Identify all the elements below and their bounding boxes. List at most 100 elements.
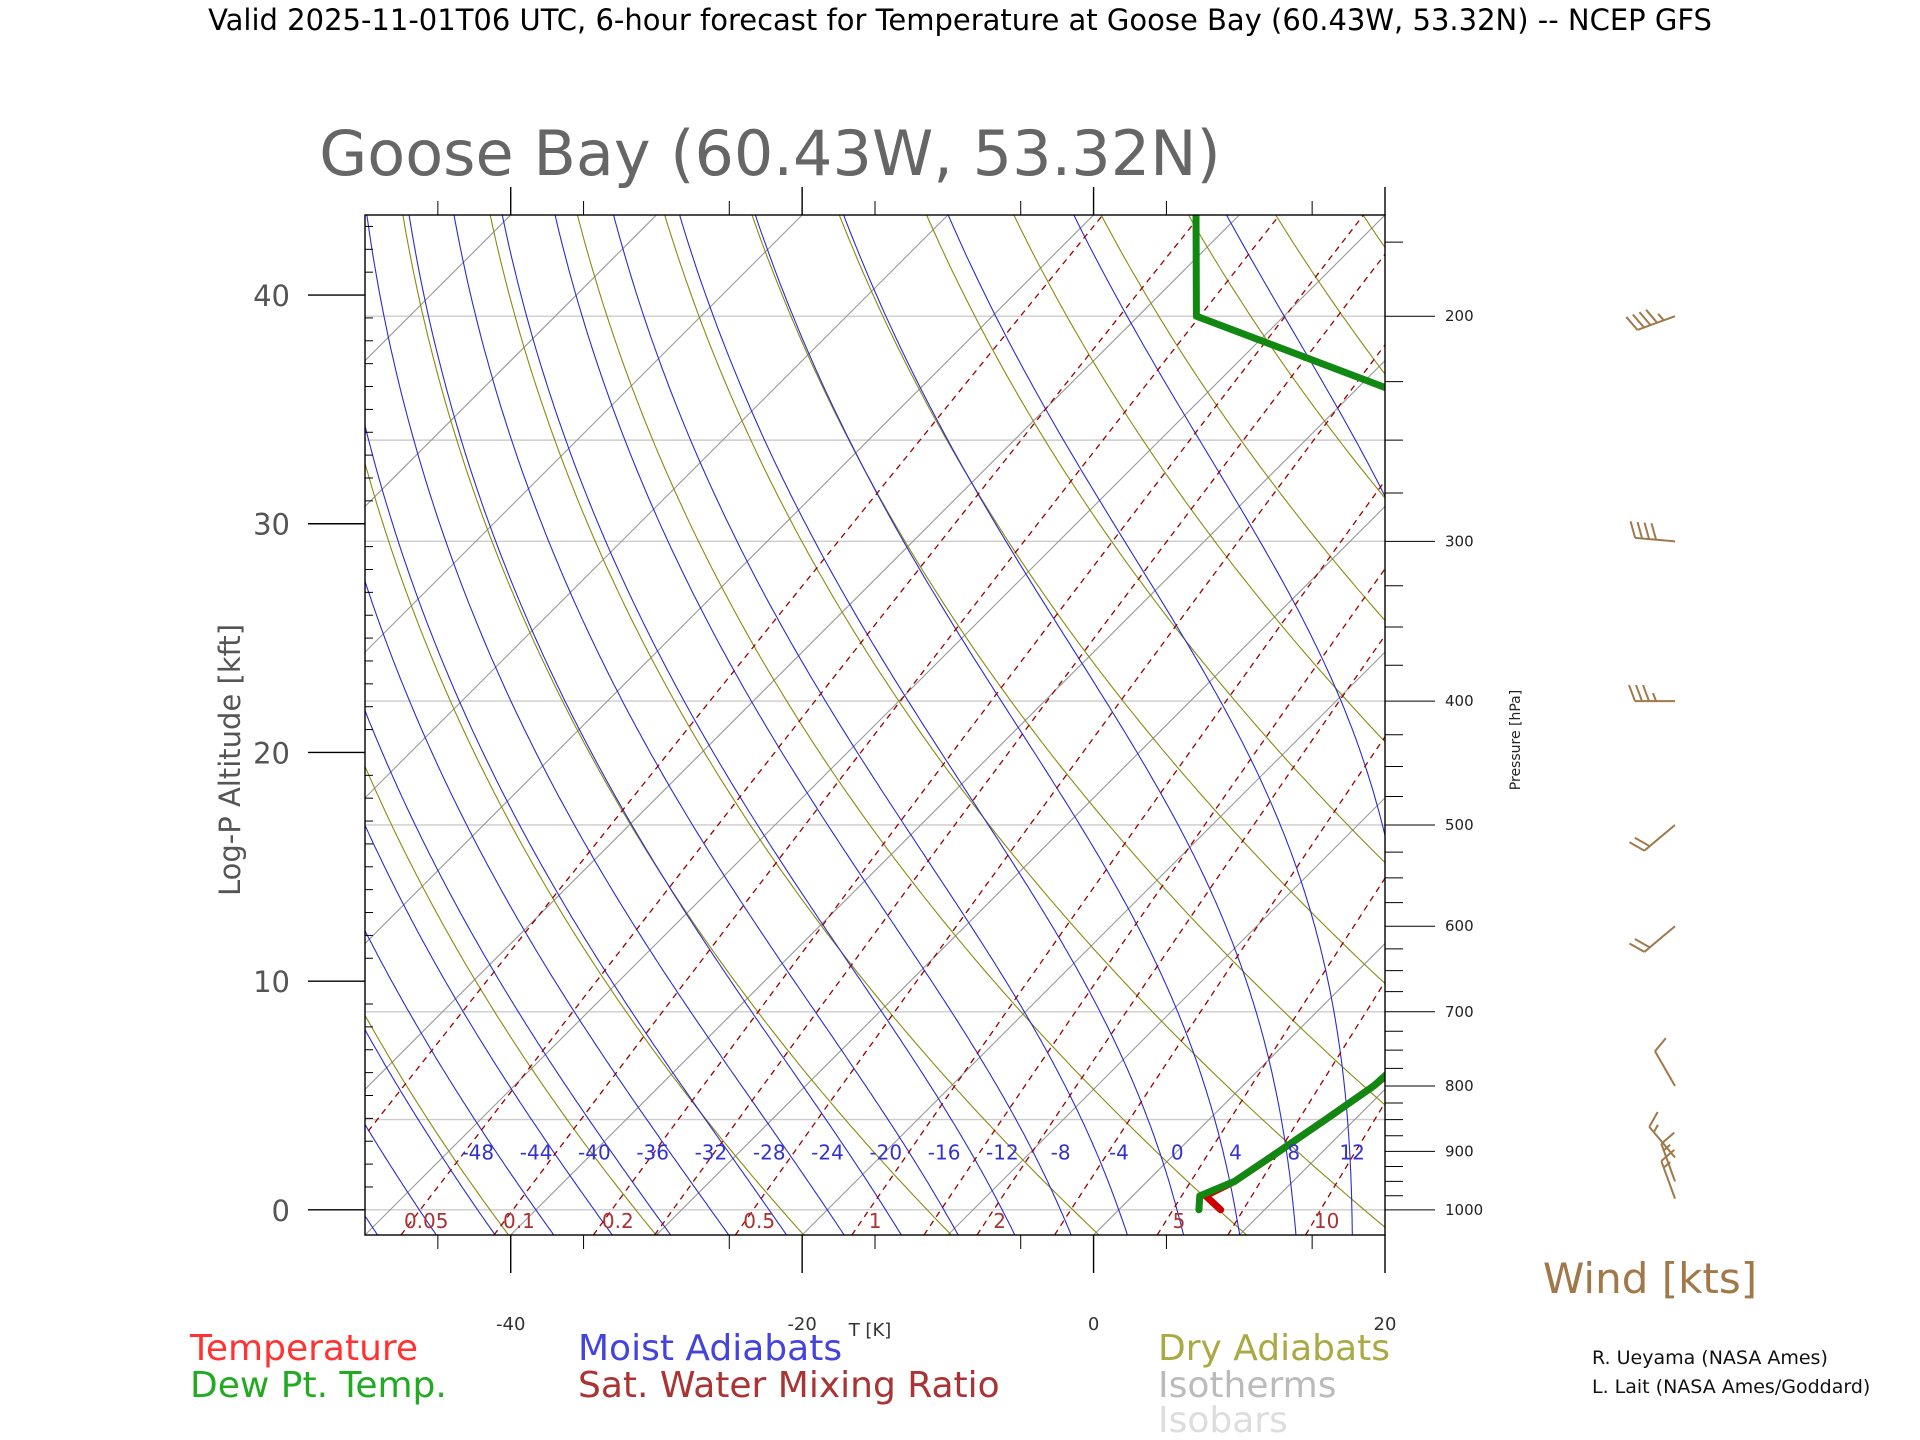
moist-adiabat	[365, 423, 788, 1235]
isotherm-line	[656, 505, 1385, 1235]
wind-barb	[1660, 1131, 1676, 1182]
barb-flag	[1638, 311, 1652, 326]
mixing-ratio-line	[923, 567, 1385, 1235]
dry-adiabat	[402, 215, 952, 1235]
legend-dry-adiabats: Dry Adiabats	[1158, 1328, 1390, 1369]
moist-adiabat	[501, 215, 1016, 1235]
isotherm-line	[1093, 942, 1385, 1235]
pressure-tick-label: 900	[1445, 1142, 1474, 1160]
mixing-ratio-label: 0.05	[404, 1209, 449, 1233]
isotherm-line	[0, 215, 74, 1235]
isotherm-line	[365, 215, 1094, 945]
isotherm-line	[365, 215, 1240, 1091]
profiles	[1192, 215, 1385, 1214]
barb-flag	[1636, 521, 1644, 539]
pressure-tick-label: 500	[1445, 816, 1474, 834]
isotherm-line	[1676, 215, 1920, 1235]
mixing-ratio-label: 0.1	[503, 1209, 535, 1233]
pressure-tick-label: 600	[1445, 917, 1474, 935]
moist-adiabat-label: -48	[461, 1140, 494, 1164]
wind-label: Wind [kts]	[1543, 1254, 1757, 1303]
moist-adiabat-label: -20	[869, 1140, 902, 1164]
moist-adiabat	[612, 215, 1128, 1235]
moist-adiabat-label: -28	[753, 1140, 786, 1164]
isotherm-line	[365, 215, 657, 508]
mixing-ratio-label: 5	[1173, 1209, 1186, 1233]
mixing-ratio-line	[592, 215, 1365, 1235]
barb-flag	[1628, 684, 1636, 702]
line-labels: -48 -44 -40 -36 -32 -28 -24 -20 -16 -12 -8 -4 0 4 8 120…	[404, 1140, 1365, 1233]
moist-adiabat	[1405, 206, 1574, 1236]
mixing-ratio-label: 2	[993, 1209, 1006, 1233]
moist-adiabat	[947, 215, 1353, 1235]
x-axis-label: T [K]	[848, 1320, 892, 1341]
barb-flag	[1648, 1111, 1659, 1128]
altitude-tick-label: 30	[253, 508, 290, 542]
mixing-ratio-line	[400, 215, 1202, 1235]
altitude-tick-label: 40	[253, 279, 290, 313]
pressure-tick-label: 200	[1445, 307, 1474, 325]
isotherm-line	[510, 359, 1385, 1235]
credit-1: R. Ueyama (NASA Ames)	[1592, 1347, 1828, 1369]
moist-adiabat	[365, 1028, 496, 1235]
barb-flag	[1654, 1037, 1667, 1052]
series-dew-pt-temp	[1192, 215, 1385, 1214]
background-lines	[0, 206, 1920, 1236]
isotherm-line	[801, 651, 1385, 1235]
barb-flag	[1628, 942, 1645, 953]
x-tick-label: 20	[1374, 1314, 1397, 1335]
wind-barb	[1654, 1037, 1676, 1087]
wind-barb	[1628, 824, 1676, 852]
dry-adiabat	[365, 461, 805, 1235]
moist-adiabat-label: -8	[1051, 1140, 1071, 1164]
dry-adiabat	[1625, 215, 1920, 1235]
dry-adiabat	[664, 215, 1385, 1229]
sounding-title: Goose Bay (60.43W, 53.32N)	[319, 117, 1220, 190]
mixing-ratio-line	[1305, 1101, 1385, 1235]
pressure-tick-label: 700	[1445, 1003, 1474, 1021]
moist-adiabat-label: -16	[928, 1140, 961, 1164]
wind-barb	[1629, 521, 1676, 543]
mixing-ratio-label: 1	[869, 1209, 882, 1233]
isotherm-line	[365, 215, 1385, 1235]
x-tick-label: 0	[1088, 1314, 1099, 1335]
dry-adiabat	[1712, 215, 1920, 1235]
isotherm-line	[947, 797, 1385, 1235]
moist-adiabat	[366, 215, 845, 1235]
mixing-ratio-line	[365, 215, 1104, 1137]
wind-barbs	[1625, 309, 1676, 1199]
dry-adiabat	[0, 215, 213, 1235]
dry-adiabat	[1887, 215, 1920, 1235]
barb-flag	[1628, 841, 1645, 852]
pressure-tick-label: 300	[1445, 532, 1474, 550]
barb-flag	[1643, 522, 1651, 540]
moist-adiabat	[34, 206, 320, 1236]
dry-adiabat	[0, 215, 66, 1235]
barb-flag	[1634, 938, 1651, 949]
barb-flag	[1629, 521, 1637, 539]
moist-adiabat	[1073, 215, 1385, 838]
dry-adiabat	[1100, 215, 1385, 622]
barb-flag	[1660, 1131, 1675, 1145]
isotherm-line	[365, 215, 366, 216]
altitude-tick-label: 10	[253, 965, 290, 999]
dry-adiabat	[1538, 215, 1920, 1235]
moist-adiabat-label: -40	[578, 1140, 611, 1164]
moist-adiabat	[679, 215, 1185, 1235]
dry-adiabat	[54, 215, 361, 1235]
header-text: Valid 2025-11-01T06 UTC, 6-hour forecast…	[208, 3, 1712, 37]
isotherm-line	[0, 215, 219, 1235]
moist-adiabat	[365, 1123, 438, 1235]
barb-flag	[1635, 684, 1643, 702]
mixing-ratio-label: 10	[1314, 1209, 1339, 1233]
dry-adiabat	[1800, 215, 1920, 1235]
mixing-ratio-line	[1156, 877, 1385, 1235]
moist-adiabat	[754, 215, 1241, 1235]
pressure-tick-label: 1000	[1445, 1201, 1483, 1219]
wind-barb	[1625, 309, 1676, 331]
mixing-ratio-line	[1054, 735, 1385, 1235]
mixing-ratio-label: 0.5	[743, 1209, 775, 1233]
moist-adiabat-label: -36	[636, 1140, 669, 1164]
legend-isobars: Isobars	[1158, 1400, 1288, 1440]
